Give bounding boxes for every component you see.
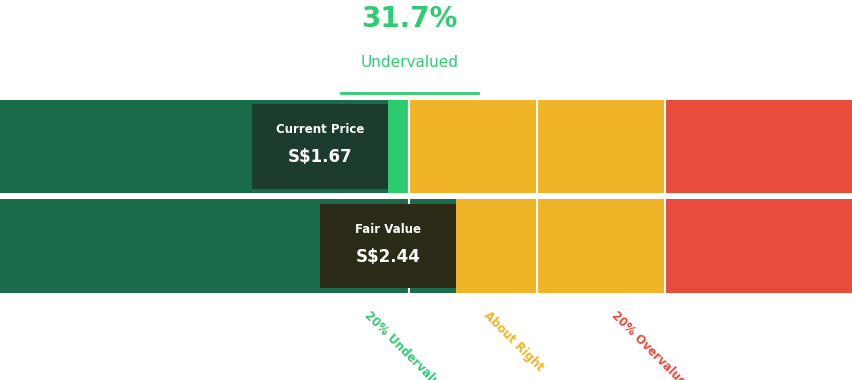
Bar: [665, 100, 852, 193]
Bar: [320, 204, 456, 288]
Text: Undervalued: Undervalued: [360, 55, 458, 70]
Bar: [537, 200, 665, 293]
Bar: [0, 193, 852, 200]
Bar: [0, 200, 456, 293]
Bar: [409, 200, 537, 293]
Text: S$1.67: S$1.67: [287, 148, 352, 166]
Bar: [0, 200, 409, 293]
Text: Fair Value: Fair Value: [354, 223, 421, 236]
Bar: [251, 105, 388, 188]
Text: 20% Overvalued: 20% Overvalued: [608, 309, 694, 380]
Text: 20% Undervalued: 20% Undervalued: [361, 309, 453, 380]
Text: 31.7%: 31.7%: [361, 5, 457, 33]
Bar: [537, 100, 665, 193]
Bar: [0, 193, 852, 200]
Bar: [0, 100, 409, 193]
Text: Current Price: Current Price: [275, 123, 364, 136]
Bar: [409, 100, 537, 193]
Bar: [665, 200, 852, 293]
Bar: [0, 100, 388, 193]
Text: About Right: About Right: [481, 309, 545, 374]
Text: S$2.44: S$2.44: [355, 248, 420, 266]
